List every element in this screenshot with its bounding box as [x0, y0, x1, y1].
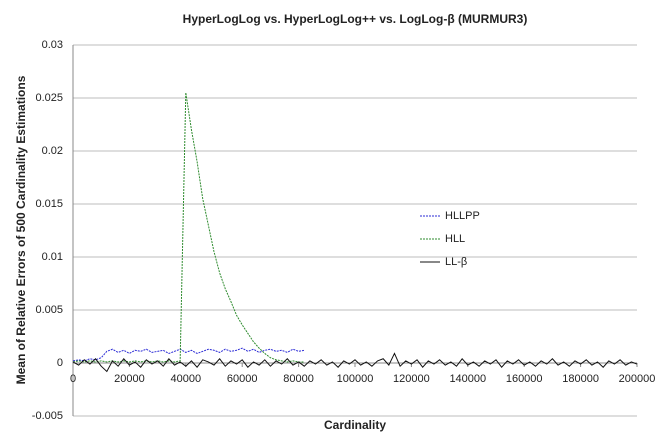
y-tick-label: 0.025 — [35, 92, 63, 104]
y-tick-label: 0.03 — [42, 39, 63, 51]
x-axis-label: Cardinality — [324, 418, 386, 432]
x-tick-label: 0 — [70, 373, 76, 385]
y-tick-label: 0.015 — [35, 198, 63, 210]
legend-label: HLLPP — [445, 210, 480, 222]
series-line — [72, 92, 305, 363]
x-tick-label: 60000 — [227, 373, 258, 385]
series-line — [72, 352, 638, 373]
y-axis-label: Mean of Relative Errors of 500 Cardinali… — [14, 75, 28, 384]
series-line — [72, 347, 305, 362]
legend-label: HLL — [445, 233, 465, 245]
x-tick-label: 40000 — [171, 373, 202, 385]
x-tick-label: 80000 — [283, 373, 314, 385]
chart-title: HyperLogLog vs. HyperLogLog++ vs. LogLog… — [183, 12, 528, 26]
y-tick-label: 0 — [57, 357, 63, 369]
y-tick-label: 0.005 — [35, 304, 63, 316]
x-tick-label: 140000 — [449, 373, 486, 385]
x-tick-label: 120000 — [393, 373, 430, 385]
x-tick-label: 20000 — [114, 373, 145, 385]
x-tick-label: 200000 — [619, 373, 656, 385]
y-tick-label: 0.01 — [42, 251, 63, 263]
y-tick-label: -0.005 — [32, 410, 63, 422]
x-tick-label: 160000 — [506, 373, 543, 385]
legend-label: LL-β — [445, 256, 467, 268]
x-tick-label: 180000 — [562, 373, 599, 385]
y-tick-label: 0.02 — [42, 145, 63, 157]
x-tick-label: 100000 — [337, 373, 374, 385]
